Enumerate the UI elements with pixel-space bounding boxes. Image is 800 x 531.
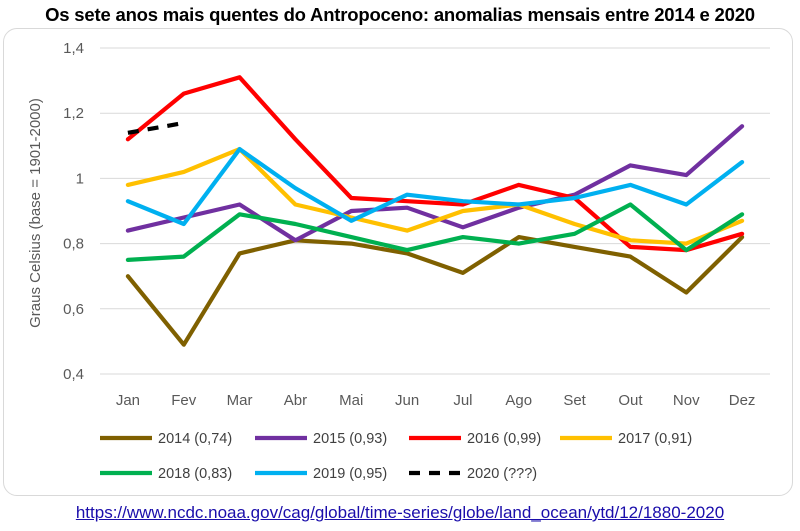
x-tick-labels: Jan Fev Mar Abr Mai Jun Jul Ago Set Out Nov Dez bbox=[116, 392, 756, 409]
y-tick-label: 1,4 bbox=[63, 40, 84, 57]
y-tick-label: 0,6 bbox=[63, 301, 84, 318]
x-tick-label: Out bbox=[618, 392, 643, 409]
source-link[interactable]: https://www.ncdc.noaa.gov/cag/global/tim… bbox=[75, 503, 725, 522]
x-tick-label: Jan bbox=[116, 392, 140, 409]
legend-label: 2017 (0,91) bbox=[618, 431, 692, 447]
x-tick-label: Mar bbox=[227, 392, 253, 409]
x-tick-label: Dez bbox=[729, 392, 756, 409]
series-line bbox=[125, 202, 745, 262]
x-tick-label: Fev bbox=[171, 392, 197, 409]
chart-frame bbox=[3, 28, 793, 496]
y-tick-label: 0,8 bbox=[63, 236, 84, 253]
legend-label: 2014 (0,74) bbox=[158, 431, 232, 447]
series-line bbox=[125, 235, 745, 347]
x-tick-label: Mai bbox=[339, 392, 363, 409]
gridlines bbox=[100, 47, 770, 375]
x-tick-label: Ago bbox=[505, 392, 532, 409]
y-tick-label: 1,2 bbox=[63, 105, 84, 122]
legend-label: 2019 (0,95) bbox=[313, 466, 387, 482]
y-tick-label: 1 bbox=[76, 170, 84, 187]
legend: 2014 (0,74) 2015 (0,93) 2016 (0,99) 2017 (0… bbox=[100, 431, 692, 482]
x-tick-label: Jun bbox=[395, 392, 419, 409]
legend-label: 2020 (???) bbox=[467, 466, 537, 482]
legend-label: 2015 (0,93) bbox=[313, 431, 387, 447]
chart-title: Os sete anos mais quentes do Antropoceno… bbox=[45, 4, 755, 25]
x-tick-label: Nov bbox=[673, 392, 700, 409]
x-tick-label: Abr bbox=[284, 392, 307, 409]
series-line bbox=[125, 147, 745, 227]
legend-label: 2018 (0,83) bbox=[158, 466, 232, 482]
x-tick-label: Set bbox=[563, 392, 586, 409]
y-tick-label: 0,4 bbox=[63, 366, 84, 383]
series-line bbox=[125, 124, 745, 243]
legend-label: 2016 (0,99) bbox=[467, 431, 541, 447]
series-line bbox=[125, 75, 745, 253]
series-line bbox=[127, 120, 185, 135]
y-tick-labels: 0,4 0,6 0,8 1 1,2 1,4 bbox=[63, 40, 84, 383]
y-axis-title: Graus Celsius (base = 1901-2000) bbox=[27, 98, 44, 328]
series-lines bbox=[125, 75, 745, 347]
series-line bbox=[125, 147, 745, 246]
x-tick-label: Jul bbox=[453, 392, 472, 409]
